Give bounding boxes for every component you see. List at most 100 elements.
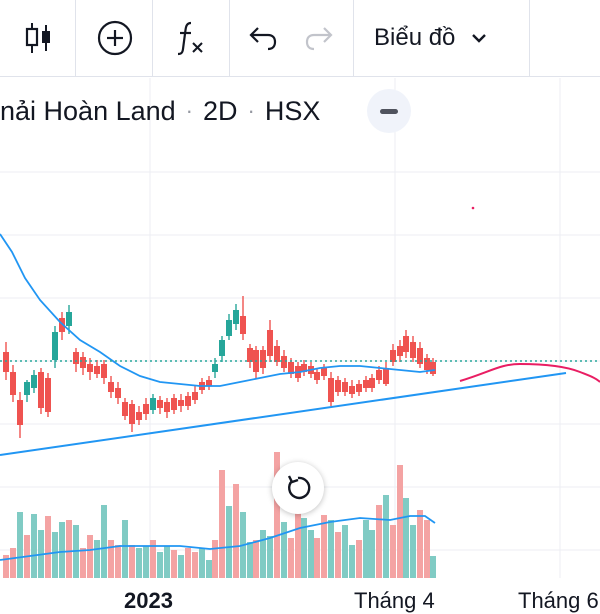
candle-body: [122, 402, 128, 416]
candle-body: [240, 316, 246, 334]
candle-body: [115, 388, 121, 398]
candle-body: [349, 386, 355, 394]
volume-bar: [80, 548, 86, 578]
candle-body: [150, 398, 156, 410]
volume-bar: [226, 506, 232, 578]
volume-bar: [410, 525, 416, 578]
interval-label: 2D: [202, 95, 238, 126]
chevron-down-icon: [472, 34, 487, 43]
candle-body: [219, 340, 225, 356]
volume-bar: [397, 465, 403, 578]
volume-bar: [101, 505, 107, 578]
candle-body: [403, 336, 409, 352]
reset-chart-button[interactable]: [272, 462, 324, 514]
indicators-button[interactable]: [166, 0, 216, 76]
time-axis-label: 2023: [124, 588, 173, 613]
volume-bar: [247, 542, 253, 578]
volume-bar: [328, 520, 334, 578]
minus-icon: [380, 108, 398, 114]
volume-bar: [301, 518, 307, 578]
volume-bar: [3, 555, 9, 578]
volume-bar: [66, 520, 72, 578]
volume-bar: [185, 548, 191, 578]
volume-bar: [356, 540, 362, 578]
candle-body: [178, 400, 184, 406]
candle-body: [94, 366, 100, 374]
volume-bar: [260, 530, 266, 578]
volume-bar: [274, 452, 280, 578]
undo-icon: [249, 27, 277, 51]
candle-body: [247, 348, 253, 362]
volume-bar: [376, 505, 382, 578]
volume-bar: [94, 540, 100, 578]
volume-bar: [17, 512, 23, 578]
candlestick-icon: [25, 23, 50, 53]
volume-bar: [403, 498, 409, 578]
undo-button[interactable]: [240, 0, 286, 76]
volume-bar: [108, 540, 114, 578]
candle-body: [24, 382, 30, 395]
collapse-legend-button[interactable]: [367, 89, 411, 133]
candle-body: [38, 372, 44, 408]
volume-bar: [314, 538, 320, 578]
candle-body: [233, 310, 239, 324]
candle-body: [52, 332, 58, 360]
candle-body: [10, 372, 16, 395]
trend-line[interactable]: [0, 372, 567, 456]
volume-bar: [349, 545, 355, 578]
volume-bar: [430, 556, 436, 578]
time-axis-label: Tháng 6: [518, 588, 599, 613]
candlestick-button[interactable]: [14, 0, 64, 76]
volume-bar: [59, 522, 65, 578]
candle-body: [80, 357, 86, 368]
function-icon: [177, 21, 203, 56]
volume-bar: [164, 546, 170, 578]
candle-body: [363, 380, 369, 388]
volume-bar: [171, 550, 177, 578]
volume-bar: [321, 515, 327, 578]
candle-body: [342, 382, 348, 392]
candle-body: [314, 372, 320, 380]
candle-body: [288, 362, 294, 374]
volume-bar: [157, 552, 163, 578]
price-chart[interactable]: [0, 0, 600, 600]
candle-body: [267, 330, 273, 356]
moving-average-line: [0, 233, 436, 387]
candle-body: [369, 378, 375, 388]
candle-body: [101, 364, 107, 378]
volume-bar: [417, 510, 423, 578]
add-indicator-button[interactable]: [90, 0, 140, 76]
volume-bar: [150, 540, 156, 578]
candle-body: [328, 378, 334, 402]
candle-body: [274, 346, 280, 362]
symbol-legend[interactable]: nải Hoàn Land · 2D · HSX: [0, 88, 320, 134]
volume-bar: [31, 514, 37, 578]
volume-bar: [10, 548, 16, 578]
candle-body: [410, 342, 416, 358]
volume-ma-line: [0, 515, 436, 561]
candle-body: [356, 384, 362, 392]
volume-bar: [129, 545, 135, 578]
candle-body: [335, 380, 341, 392]
candle-body: [17, 400, 23, 425]
candle-body: [164, 402, 170, 412]
exchange-label: HSX: [264, 95, 321, 126]
candle-body: [171, 398, 177, 410]
separator-dot: ·: [247, 98, 255, 123]
toolbar-divider: [353, 0, 354, 76]
volume-bar: [212, 540, 218, 578]
chart-type-dropdown[interactable]: Biểu đồ: [366, 0, 524, 76]
time-axis-label: Tháng 4: [354, 588, 435, 613]
candle-body: [108, 382, 114, 392]
volume-bar: [253, 540, 259, 578]
candle-body: [129, 404, 135, 424]
redo-icon: [305, 27, 333, 51]
candle-body: [390, 350, 396, 362]
redo-button[interactable]: [296, 0, 342, 76]
candle-body: [185, 396, 191, 406]
candle-body: [3, 352, 9, 372]
forecast-curve: [459, 362, 600, 383]
volume-bar: [219, 470, 225, 578]
candle-body: [66, 312, 72, 326]
volume-bar: [308, 530, 314, 578]
